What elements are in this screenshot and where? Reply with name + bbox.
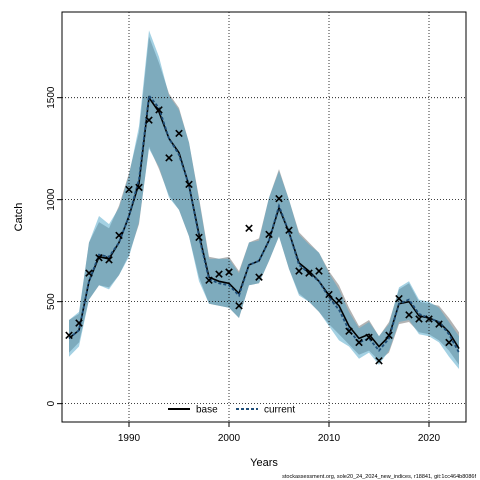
plot-frame xyxy=(61,11,467,423)
observed-point-2007 xyxy=(295,267,303,275)
observed-point-1990 xyxy=(125,185,133,194)
y-tick-label-1500: 1500 xyxy=(46,86,57,109)
axes: 1990 2000 2010 2020 0 500 1000 1500 xyxy=(46,86,441,444)
observed-point-2008 xyxy=(305,269,313,277)
observed-point-1995 xyxy=(175,129,183,138)
observed-point-1986 xyxy=(85,269,93,277)
observed-point-2021 xyxy=(435,320,443,328)
legend-base-label: base xyxy=(196,405,218,416)
observed-point-2013 xyxy=(355,338,363,347)
observed-point-1994 xyxy=(165,154,173,162)
observed-point-1989 xyxy=(115,231,123,240)
observed-point-2020 xyxy=(425,315,433,323)
observed-point-1985 xyxy=(75,319,83,327)
observed-point-1987 xyxy=(95,254,103,262)
observed-point-2017 xyxy=(395,294,403,303)
observed-point-2018 xyxy=(405,311,413,319)
x-tick-label-1990: 1990 xyxy=(118,433,141,444)
observed-point-1992 xyxy=(145,116,153,124)
y-axis-title: Catch xyxy=(13,203,25,232)
observed-point-1998 xyxy=(205,276,213,284)
legend-current-label: current xyxy=(264,405,295,416)
observed-point-2016 xyxy=(385,331,393,340)
observed-point-2002 xyxy=(245,224,253,232)
observed-point-2006 xyxy=(285,226,293,235)
x-tick-label-2020: 2020 xyxy=(418,433,441,444)
observed-point-2000 xyxy=(225,268,233,276)
series-lines xyxy=(68,93,460,354)
observed-point-1991 xyxy=(135,183,143,192)
observed-points xyxy=(65,106,453,365)
observed-point-2022 xyxy=(445,338,453,347)
observed-point-1996 xyxy=(185,180,193,189)
confidence-bands xyxy=(69,30,459,370)
y-tick-label-500: 500 xyxy=(46,293,57,310)
observed-point-2003 xyxy=(255,273,263,281)
observed-point-2001 xyxy=(235,301,243,310)
observed-point-2012 xyxy=(345,327,353,335)
observed-point-2009 xyxy=(315,267,323,275)
observed-point-2011 xyxy=(335,296,343,305)
observed-point-2015 xyxy=(375,357,383,365)
observed-point-2019 xyxy=(415,315,423,323)
observed-point-1997 xyxy=(195,233,203,242)
observed-point-1993 xyxy=(155,106,163,114)
observed-point-1999 xyxy=(215,270,223,278)
observed-point-1988 xyxy=(105,256,113,264)
source-caption: stockassessment.org, sole20_24_2024_new_… xyxy=(282,474,476,480)
current-series-line xyxy=(68,93,460,354)
x-axis-title: Years xyxy=(250,457,278,469)
observed-point-2014 xyxy=(365,333,373,342)
y-tick-label-1000: 1000 xyxy=(46,188,57,211)
x-tick-label-2010: 2010 xyxy=(318,433,341,444)
observed-point-2010 xyxy=(325,290,333,299)
legend: base current xyxy=(168,405,295,416)
observed-point-2004 xyxy=(265,230,273,239)
x-tick-label-2000: 2000 xyxy=(218,433,241,444)
y-tick-label-0: 0 xyxy=(46,400,57,406)
current-confidence-band xyxy=(69,30,459,370)
observed-point-2005 xyxy=(275,194,283,203)
observed-point-1984 xyxy=(65,331,73,340)
